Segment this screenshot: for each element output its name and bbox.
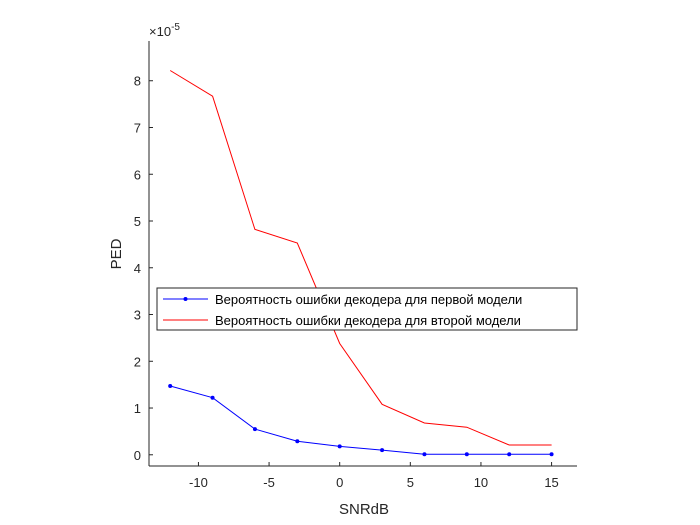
legend-box bbox=[156, 287, 578, 331]
y-tick-label: 6 bbox=[134, 167, 141, 182]
data-point-series-1 bbox=[549, 452, 554, 457]
y-tick-label: 5 bbox=[134, 214, 141, 229]
y-exponent-label: ×10-5 bbox=[149, 22, 180, 39]
series-line-1 bbox=[170, 385, 552, 455]
x-tick-label: 10 bbox=[474, 475, 488, 490]
data-point-series-1 bbox=[252, 427, 257, 432]
x-axis-label: SNRdB bbox=[339, 501, 389, 518]
y-tick-label: 0 bbox=[134, 448, 141, 463]
x-tick-label: 5 bbox=[407, 475, 414, 490]
y-axis-ticks: 0 1 2 3 4 5 6 7 8 bbox=[134, 74, 153, 463]
y-tick-label: 1 bbox=[134, 401, 141, 416]
x-tick-label: -5 bbox=[263, 475, 275, 490]
legend-entry-series-2: Вероятность ошибки декодера для второй м… bbox=[215, 313, 521, 328]
data-point-series-1 bbox=[507, 452, 512, 457]
y-tick-label: 8 bbox=[134, 74, 141, 89]
data-point-series-1 bbox=[210, 395, 215, 400]
x-axis-ticks: -10 -5 0 5 10 15 bbox=[189, 462, 559, 490]
x-tick-label: 0 bbox=[336, 475, 343, 490]
legend: Вероятность ошибки декодера для первой м… bbox=[156, 287, 578, 331]
series-line-2 bbox=[169, 70, 552, 446]
data-point-series-1 bbox=[422, 452, 427, 457]
y-tick-label: 4 bbox=[134, 261, 141, 276]
y-tick-label: 2 bbox=[134, 354, 141, 369]
series bbox=[168, 70, 554, 457]
y-axis-label: PED bbox=[108, 238, 125, 269]
data-point-series-1 bbox=[337, 444, 342, 449]
data-point-series-1 bbox=[168, 384, 173, 389]
legend-entry-series-1: Вероятность ошибки декодера для первой м… bbox=[215, 292, 522, 307]
y-tick-label: 3 bbox=[134, 308, 141, 323]
data-point-series-1 bbox=[464, 452, 469, 457]
legend-marker-series-1 bbox=[183, 297, 188, 301]
x-tick-label: -10 bbox=[189, 475, 208, 490]
axes bbox=[148, 41, 577, 467]
x-tick-label: 15 bbox=[544, 475, 558, 490]
data-point-series-1 bbox=[380, 448, 385, 453]
y-tick-label: 7 bbox=[134, 120, 141, 135]
data-point-series-1 bbox=[295, 439, 300, 444]
